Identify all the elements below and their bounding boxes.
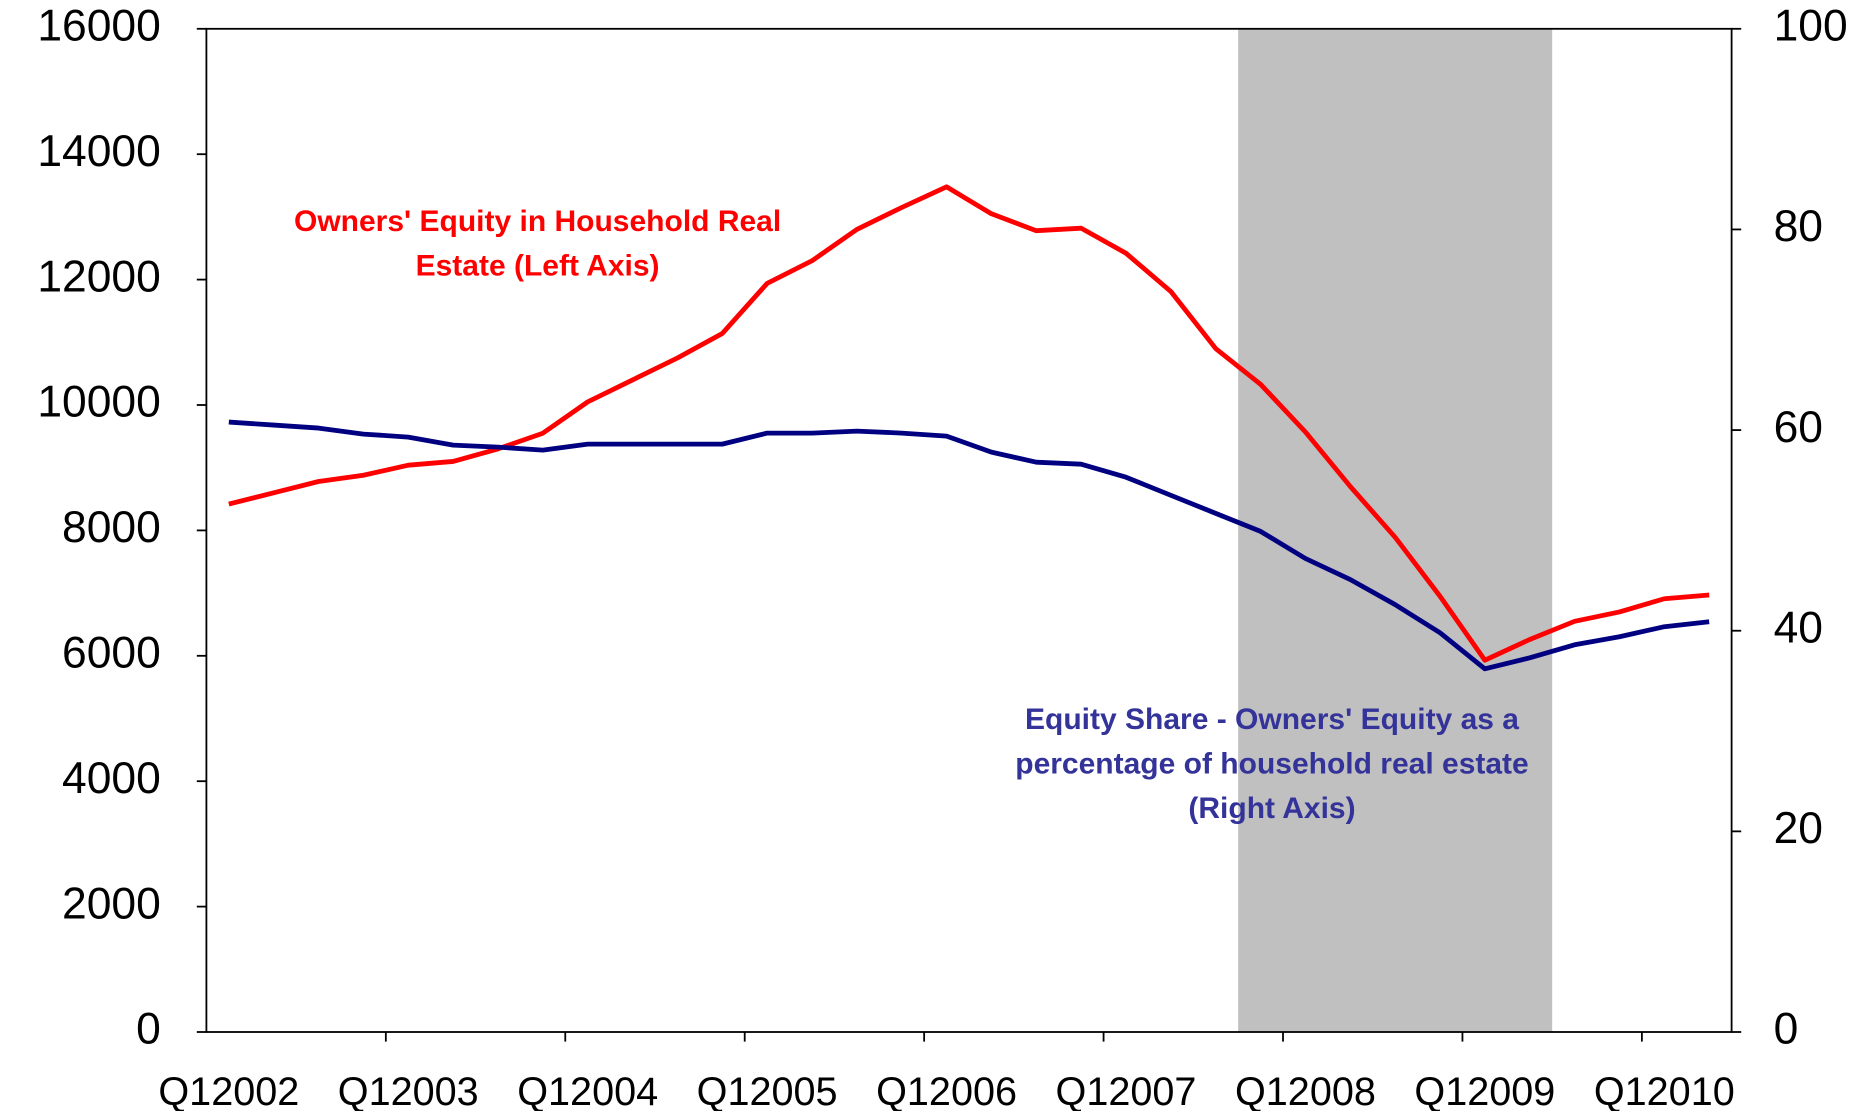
y2-tick-label: 0 <box>1774 1005 1799 1054</box>
x-tick-label: Q12005 <box>697 1070 838 1111</box>
data-line <box>228 184 1710 663</box>
x-tick-label: Q12002 <box>158 1070 299 1111</box>
x-tick-label: Q12008 <box>1235 1070 1376 1111</box>
x-tick-label: Q12009 <box>1414 1070 1555 1111</box>
x-tick-label: Q12004 <box>517 1070 658 1111</box>
y-tick-label: 10000 <box>37 378 160 427</box>
y-tick-label: 8000 <box>62 503 161 552</box>
y-tick-label: 14000 <box>37 127 160 176</box>
x-tick-label: Q12007 <box>1056 1070 1197 1111</box>
y-tick-label: 12000 <box>37 252 160 301</box>
y-tick-label: 6000 <box>62 629 161 678</box>
annotation: Estate (Left Axis) <box>416 250 660 283</box>
shaded-period <box>1238 28 1553 1033</box>
annotation: (Right Axis) <box>1188 792 1355 825</box>
y2-tick-label: 20 <box>1774 804 1823 853</box>
y2-tick-label: 80 <box>1774 202 1823 251</box>
y2-tick-label: 100 <box>1774 2 1848 51</box>
data-line <box>228 419 1710 672</box>
annotation: Owners' Equity in Household Real <box>294 205 781 238</box>
y-tick-label: 4000 <box>62 754 161 803</box>
y-tick-label: 16000 <box>37 2 160 51</box>
y2-tick-label: 60 <box>1774 403 1823 452</box>
x-tick-label: Q12006 <box>876 1070 1017 1111</box>
x-tick-label: Q12010 <box>1594 1070 1735 1111</box>
y-tick-label: 0 <box>136 1005 161 1054</box>
y-tick-label: 2000 <box>62 879 161 928</box>
annotation: Equity Share - Owners' Equity as a <box>1025 703 1519 736</box>
y2-tick-label: 40 <box>1774 603 1823 652</box>
annotation: percentage of household real estate <box>1015 748 1528 781</box>
x-tick-label: Q12003 <box>338 1070 479 1111</box>
